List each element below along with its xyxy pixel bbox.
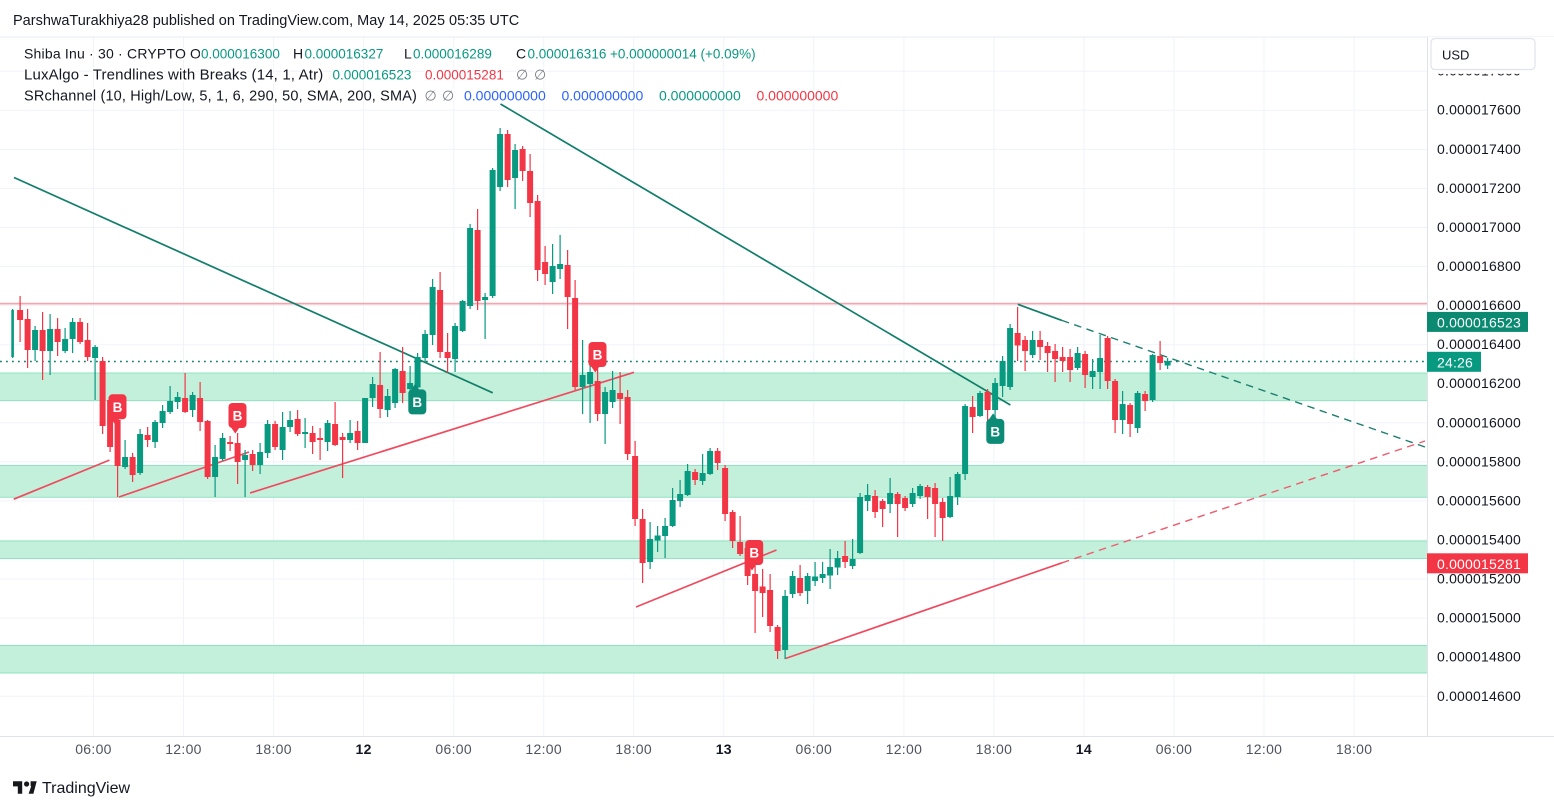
svg-text:∅: ∅: [442, 88, 454, 104]
svg-text:18:00: 18:00: [976, 741, 1013, 757]
svg-text:06:00: 06:00: [1156, 741, 1193, 757]
svg-text:0.000016316: 0.000016316: [528, 47, 607, 62]
svg-text:0.000016000: 0.000016000: [1437, 414, 1521, 430]
svg-text:B: B: [990, 424, 1000, 439]
svg-text:0.000014800: 0.000014800: [1437, 649, 1521, 665]
svg-text:06:00: 06:00: [75, 741, 112, 757]
svg-text:12:00: 12:00: [886, 741, 923, 757]
svg-text:0.000015800: 0.000015800: [1437, 453, 1521, 469]
svg-text:B: B: [593, 348, 603, 363]
svg-text:0.000017000: 0.000017000: [1437, 219, 1521, 235]
svg-text:0.000015600: 0.000015600: [1437, 492, 1521, 508]
svg-text:∅: ∅: [425, 88, 437, 104]
svg-text:∅: ∅: [534, 67, 546, 83]
svg-text:USD: USD: [1442, 48, 1469, 63]
svg-text:O: O: [190, 46, 201, 62]
svg-text:18:00: 18:00: [1336, 741, 1373, 757]
svg-text:06:00: 06:00: [435, 741, 472, 757]
svg-text:0.000000000: 0.000000000: [659, 88, 741, 104]
svg-text:0.000016200: 0.000016200: [1437, 375, 1521, 391]
svg-text:0.000016800: 0.000016800: [1437, 258, 1521, 274]
svg-text:0.000000000: 0.000000000: [464, 88, 546, 104]
svg-text:0.000016600: 0.000016600: [1437, 297, 1521, 313]
svg-text:+0.000000014 (+0.09%): +0.000000014 (+0.09%): [610, 47, 756, 62]
svg-text:H: H: [293, 46, 303, 62]
svg-text:TradingView: TradingView: [42, 780, 130, 797]
svg-text:12:00: 12:00: [1246, 741, 1283, 757]
svg-text:Shiba Inu · 30 · CRYPTO: Shiba Inu · 30 · CRYPTO: [24, 46, 186, 62]
svg-text:18:00: 18:00: [255, 741, 292, 757]
svg-text:18:00: 18:00: [615, 741, 652, 757]
svg-text:0.000016300: 0.000016300: [201, 47, 280, 62]
svg-text:SRchannel (10, High/Low, 5, 1,: SRchannel (10, High/Low, 5, 1, 6, 290, 5…: [24, 89, 417, 105]
svg-text:0.000016523: 0.000016523: [333, 68, 412, 83]
svg-text:0.000000000: 0.000000000: [757, 88, 839, 104]
svg-text:12: 12: [356, 741, 372, 757]
svg-text:LuxAlgo - Trendlines with Brea: LuxAlgo - Trendlines with Breaks (14, 1,…: [24, 67, 323, 84]
svg-text:0.000014600: 0.000014600: [1437, 688, 1521, 704]
svg-text:0.000015281: 0.000015281: [1437, 556, 1521, 572]
svg-text:∅: ∅: [516, 67, 528, 83]
svg-text:0.000015400: 0.000015400: [1437, 532, 1521, 548]
svg-text:C: C: [516, 46, 526, 62]
svg-text:0.000016400: 0.000016400: [1437, 336, 1521, 352]
svg-text:0.000000000: 0.000000000: [562, 88, 644, 104]
svg-text:0.000016523: 0.000016523: [1437, 314, 1521, 330]
svg-text:0.000016289: 0.000016289: [413, 47, 492, 62]
svg-text:12:00: 12:00: [165, 741, 202, 757]
svg-text:0.000015281: 0.000015281: [425, 68, 504, 83]
svg-text:0.000016327: 0.000016327: [305, 47, 384, 62]
svg-text:06:00: 06:00: [796, 741, 833, 757]
svg-text:12:00: 12:00: [525, 741, 562, 757]
svg-text:13: 13: [716, 741, 732, 757]
svg-text:0.000017200: 0.000017200: [1437, 180, 1521, 196]
svg-text:0.000017600: 0.000017600: [1437, 102, 1521, 118]
svg-text:0.000015200: 0.000015200: [1437, 571, 1521, 587]
svg-text:24:26: 24:26: [1437, 354, 1473, 370]
svg-text:B: B: [749, 546, 759, 561]
svg-text:14: 14: [1076, 741, 1092, 757]
svg-text:B: B: [233, 409, 243, 424]
svg-text:0.000015000: 0.000015000: [1437, 610, 1521, 626]
svg-text:0.000017400: 0.000017400: [1437, 141, 1521, 157]
svg-text:ParshwaTurakhiya28 published o: ParshwaTurakhiya28 published on TradingV…: [13, 13, 519, 29]
svg-text:L: L: [404, 46, 412, 62]
svg-text:B: B: [412, 395, 422, 410]
svg-text:B: B: [113, 400, 123, 415]
